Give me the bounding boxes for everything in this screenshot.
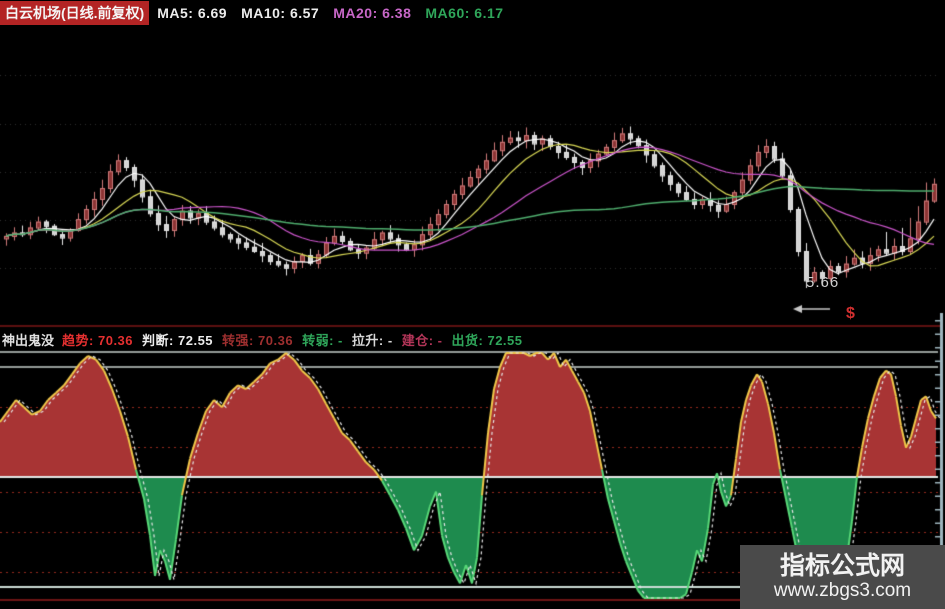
ma20-label: MA20: 6.38 [333, 5, 412, 21]
field-pull-up: 拉升: - [351, 332, 393, 348]
ma60-label: MA60: 6.17 [425, 5, 504, 21]
dollar-marker: $ [846, 305, 855, 322]
stock-title: 白云机场(日线.前复权) [0, 1, 150, 25]
watermark-box: 指标公式网 www.zbgs3.com [740, 545, 945, 609]
field-sell-out: 出货: 72.55 [451, 332, 523, 348]
ma5-label: MA5: 6.69 [157, 5, 228, 21]
field-turn-weak: 转弱: - [302, 332, 343, 348]
watermark-site-url: www.zbgs3.com [773, 579, 912, 601]
field-judge: 判断: 72.55 [142, 332, 214, 348]
field-build-pos: 建仓: - [401, 332, 443, 348]
field-trend: 趋势: 70.36 [62, 332, 134, 348]
low-price-label: 5.66 [806, 274, 840, 291]
indicator-name: 神出鬼没 [2, 332, 55, 348]
field-turn-strong: 转强: 70.36 [222, 332, 294, 348]
title-bar: 白云机场(日线.前复权) MA5: 6.69 MA10: 6.57 MA20: … [0, 1, 518, 25]
ma10-label: MA10: 6.57 [241, 5, 320, 21]
indicator-header-row: 神出鬼没 趋势: 70.36 判断: 72.55 转强: 70.36 转弱: -… [2, 330, 532, 348]
watermark-site-name: 指标公式网 [779, 552, 905, 581]
